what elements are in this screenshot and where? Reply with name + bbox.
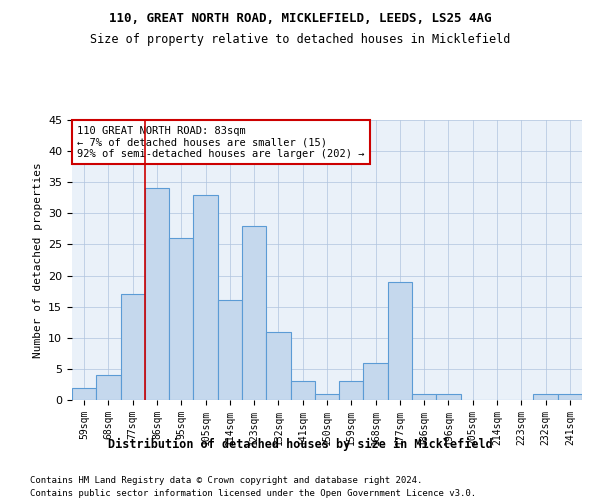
Bar — [242, 226, 266, 400]
Bar — [218, 300, 242, 400]
Bar — [436, 394, 461, 400]
Y-axis label: Number of detached properties: Number of detached properties — [32, 162, 43, 358]
Bar — [558, 394, 582, 400]
Text: 110 GREAT NORTH ROAD: 83sqm
← 7% of detached houses are smaller (15)
92% of semi: 110 GREAT NORTH ROAD: 83sqm ← 7% of deta… — [77, 126, 365, 159]
Text: 110, GREAT NORTH ROAD, MICKLEFIELD, LEEDS, LS25 4AG: 110, GREAT NORTH ROAD, MICKLEFIELD, LEED… — [109, 12, 491, 26]
Text: Contains public sector information licensed under the Open Government Licence v3: Contains public sector information licen… — [30, 489, 476, 498]
Bar — [533, 394, 558, 400]
Text: Size of property relative to detached houses in Micklefield: Size of property relative to detached ho… — [90, 32, 510, 46]
Bar — [339, 382, 364, 400]
Bar — [364, 362, 388, 400]
Bar — [96, 375, 121, 400]
Bar — [193, 194, 218, 400]
Bar — [169, 238, 193, 400]
Bar — [388, 282, 412, 400]
Bar — [266, 332, 290, 400]
Text: Distribution of detached houses by size in Micklefield: Distribution of detached houses by size … — [107, 438, 493, 450]
Text: Contains HM Land Registry data © Crown copyright and database right 2024.: Contains HM Land Registry data © Crown c… — [30, 476, 422, 485]
Bar — [145, 188, 169, 400]
Bar — [72, 388, 96, 400]
Bar — [412, 394, 436, 400]
Bar — [121, 294, 145, 400]
Bar — [315, 394, 339, 400]
Bar — [290, 382, 315, 400]
